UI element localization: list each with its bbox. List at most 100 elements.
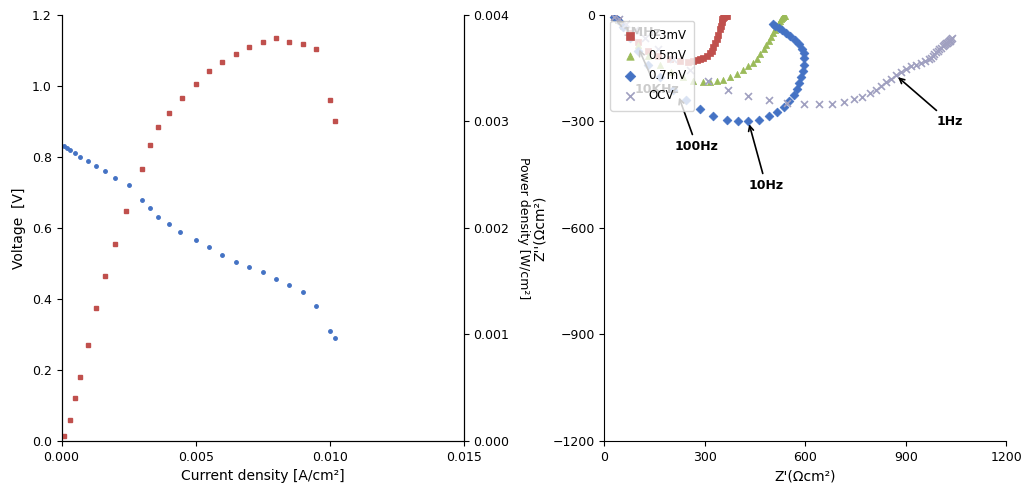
0.7mV xyxy=(630,47,646,55)
0.7mV xyxy=(791,40,807,48)
0.7mV xyxy=(760,112,776,120)
0.3mV xyxy=(714,18,730,26)
0.7mV xyxy=(782,97,798,105)
0.7mV xyxy=(614,24,631,32)
0.5mV xyxy=(768,24,785,32)
0.5mV xyxy=(621,31,638,39)
OCV xyxy=(700,77,717,85)
0.3mV xyxy=(719,12,735,20)
Text: 1Hz: 1Hz xyxy=(900,78,962,128)
0.5mV xyxy=(755,45,771,53)
OCV xyxy=(760,96,776,104)
0.3mV xyxy=(718,12,734,20)
0.5mV xyxy=(752,50,768,58)
0.3mV xyxy=(695,54,712,62)
0.5mV xyxy=(749,56,765,64)
0.3mV xyxy=(680,58,696,66)
OCV xyxy=(898,65,914,73)
0.7mV xyxy=(678,96,694,104)
0.7mV xyxy=(610,17,626,25)
0.7mV xyxy=(787,36,803,44)
OCV xyxy=(878,79,895,87)
0.7mV xyxy=(769,108,786,116)
OCV xyxy=(940,38,956,46)
0.7mV xyxy=(796,61,812,69)
0.5mV xyxy=(775,12,792,20)
OCV xyxy=(927,48,944,56)
0.7mV xyxy=(786,91,802,99)
0.3mV xyxy=(707,40,723,48)
0.5mV xyxy=(760,37,776,45)
0.5mV xyxy=(758,41,774,49)
0.7mV xyxy=(796,50,812,58)
OCV xyxy=(908,61,924,69)
0.7mV xyxy=(740,118,757,126)
0.5mV xyxy=(771,19,788,27)
0.3mV xyxy=(661,56,678,64)
OCV xyxy=(942,37,958,45)
0.7mV xyxy=(706,112,722,120)
OCV xyxy=(873,82,889,90)
0.5mV xyxy=(773,16,790,24)
0.7mV xyxy=(767,22,784,30)
0.3mV xyxy=(640,47,656,55)
0.5mV xyxy=(722,73,738,81)
0.5mV xyxy=(640,52,656,60)
OCV xyxy=(943,35,959,43)
0.7mV xyxy=(789,85,805,93)
0.5mV xyxy=(709,77,725,85)
0.5mV xyxy=(770,21,787,29)
0.7mV xyxy=(795,67,811,75)
Text: 10KHz: 10KHz xyxy=(635,51,679,96)
OCV xyxy=(810,101,827,109)
0.3mV xyxy=(703,47,720,55)
0.3mV xyxy=(698,52,715,60)
OCV xyxy=(942,36,958,44)
0.7mV xyxy=(793,73,809,81)
Y-axis label: Power density [W/cm²]: Power density [W/cm²] xyxy=(518,157,530,299)
0.7mV xyxy=(764,20,781,28)
OCV xyxy=(943,35,959,43)
0.5mV xyxy=(740,63,757,71)
0.3mV xyxy=(716,12,732,20)
0.3mV xyxy=(713,22,729,30)
0.3mV xyxy=(630,38,646,46)
0.7mV xyxy=(794,45,810,53)
0.5mV xyxy=(630,41,646,49)
0.5mV xyxy=(746,59,762,67)
Text: 1MHz: 1MHz xyxy=(617,22,661,39)
0.7mV xyxy=(691,105,708,113)
0.5mV xyxy=(685,77,701,85)
0.3mV xyxy=(710,31,726,39)
0.3mV xyxy=(688,57,705,65)
0.7mV xyxy=(783,33,799,41)
0.3mV xyxy=(712,25,728,33)
OCV xyxy=(626,26,643,34)
0.7mV xyxy=(664,86,681,94)
0.7mV xyxy=(775,103,792,111)
OCV xyxy=(892,68,909,76)
0.7mV xyxy=(796,54,812,62)
0.5mV xyxy=(764,30,781,38)
OCV xyxy=(664,56,681,64)
0.5mV xyxy=(735,66,752,74)
0.3mV xyxy=(610,17,626,25)
Y-axis label: Voltage  [V]: Voltage [V] xyxy=(12,187,27,269)
0.3mV xyxy=(715,14,731,22)
OCV xyxy=(931,45,948,53)
0.3mV xyxy=(701,50,718,58)
Y-axis label: Z''(Ωcm²): Z''(Ωcm²) xyxy=(533,195,546,261)
0.7mV xyxy=(606,13,622,21)
0.3mV xyxy=(691,56,708,64)
0.5mV xyxy=(728,70,745,78)
OCV xyxy=(941,37,957,45)
OCV xyxy=(917,57,934,65)
0.7mV xyxy=(730,118,747,126)
0.5mV xyxy=(773,14,790,22)
0.7mV xyxy=(651,73,668,81)
OCV xyxy=(926,50,943,58)
0.3mV xyxy=(614,22,631,30)
0.5mV xyxy=(715,76,731,84)
OCV xyxy=(913,59,929,67)
0.5mV xyxy=(774,13,791,21)
